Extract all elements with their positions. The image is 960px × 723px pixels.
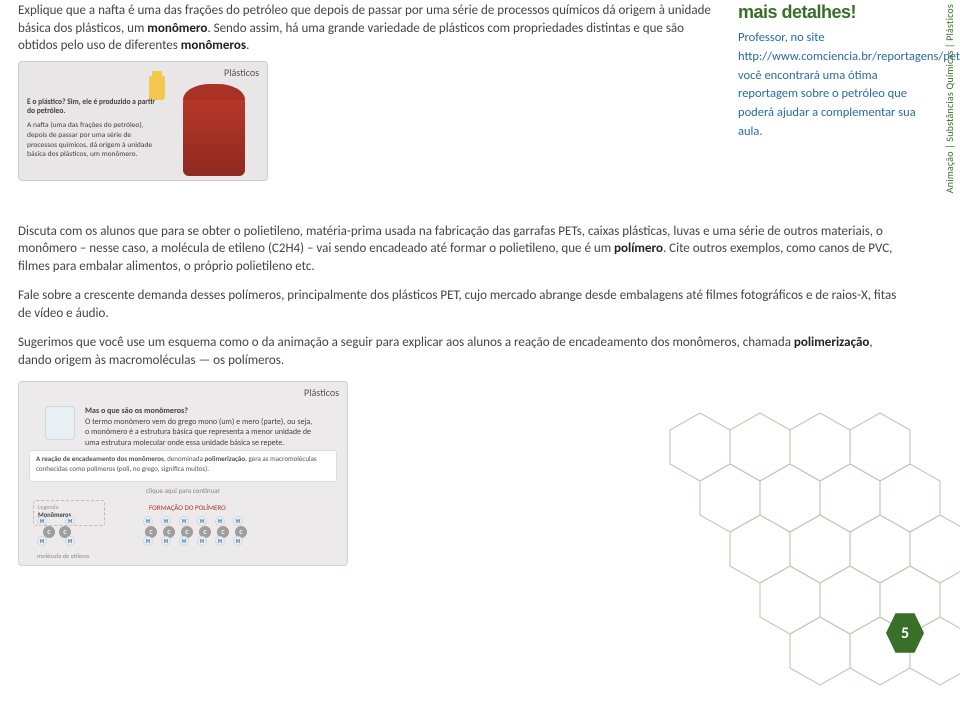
vertical-breadcrumb: Animação | Substâncias Químicas | Plásti…	[943, 4, 956, 193]
sidebar-text: Professor, no site http://www.comciencia…	[738, 29, 918, 142]
bottle-icon	[149, 76, 165, 100]
figure-1: Plásticos E o plástico? Sim, ele é produ…	[18, 61, 268, 181]
atom-h: H	[161, 516, 171, 526]
body-paragraph-2: Fale sobre a crescente demanda desses po…	[18, 287, 908, 322]
body-p1-bold: polímero	[614, 241, 663, 256]
figure-2-mol-caption: molécula de etileno	[37, 552, 89, 560]
atom-h: H	[143, 516, 153, 526]
figure-1-caption-body: A nafta (uma das frações do petróleo), d…	[27, 121, 157, 160]
figure-1-label: Plásticos	[224, 66, 259, 79]
body-p3-a: Sugerimos que você use um esquema como o…	[18, 335, 794, 350]
atom-h: H	[197, 536, 207, 546]
atom-h: H	[233, 536, 243, 546]
intro-paragraph: Explique que a nafta é uma das frações d…	[18, 2, 718, 55]
atom-h: H	[215, 536, 225, 546]
legend-label: Legenda	[38, 503, 100, 511]
figure-2-continue: clique aqui para continuar	[19, 486, 347, 495]
robot-icon	[45, 406, 75, 440]
atom-h: H	[143, 536, 153, 546]
atom-h: H	[179, 516, 189, 526]
atom-h: H	[65, 536, 75, 546]
figure-2-band: A reação de encadeamento dos monômeros, …	[29, 450, 337, 482]
atom-h: H	[37, 536, 47, 546]
body-p3-bold: polimerização	[794, 335, 869, 350]
band-b: , denominada	[164, 454, 205, 463]
atom-h: H	[65, 516, 75, 526]
figure-2-q-title: Mas o que são os monômeros?	[85, 406, 315, 416]
figure-2-question: Mas o que são os monômeros? O termo monô…	[85, 406, 315, 448]
band-a: A reação de encadeamento dos monômeros	[36, 454, 164, 463]
band-c: polimerização	[205, 454, 246, 463]
figure-1-caption-q: E o plástico? Sim, ele é produzido a par…	[27, 98, 157, 118]
figure-2: Plásticos Mas o que são os monômeros? O …	[18, 381, 348, 566]
body-paragraph-1: Discuta com os alunos que para se obter …	[18, 223, 908, 276]
figure-2-label: Plásticos	[304, 386, 339, 399]
sidebar-title: mais detalhes!	[738, 2, 918, 23]
figure-2-q-body: O termo monômero vem do grego mono (um) …	[85, 417, 315, 448]
hex-background	[640, 403, 960, 723]
atom-h: H	[197, 516, 207, 526]
molecule-row: H H C C H H H H H H H H C C C C C C H H	[33, 516, 333, 546]
atom-h: H	[215, 516, 225, 526]
intro-text-e: .	[246, 38, 249, 53]
page-number: 5	[901, 624, 909, 643]
intro-bold-monomeros: monômeros	[181, 38, 246, 53]
atom-h: H	[233, 516, 243, 526]
figure-1-caption: E o plástico? Sim, ele é produzido a par…	[27, 98, 157, 161]
body-paragraph-3: Sugerimos que você use um esquema como o…	[18, 334, 908, 369]
atom-h: H	[37, 516, 47, 526]
figure-2-formation: FORMAÇÃO DO POLÍMERO	[149, 503, 226, 512]
atom-h: H	[179, 536, 189, 546]
tank-icon	[183, 84, 245, 176]
atom-h: H	[161, 536, 171, 546]
intro-bold-monomero: monômero	[147, 21, 207, 36]
